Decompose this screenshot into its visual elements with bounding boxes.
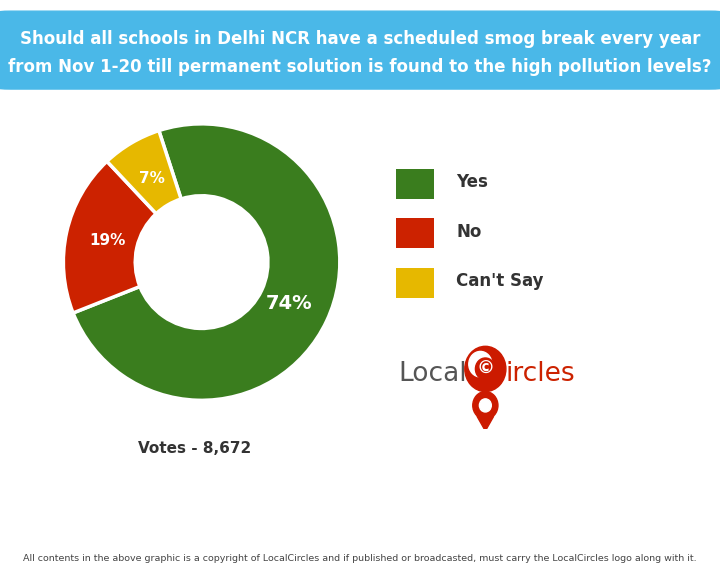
Text: No: No	[456, 223, 482, 241]
Text: 74% parents of Delhi NCR want a scheduled Smog Break: 74% parents of Delhi NCR want a schedule…	[83, 452, 637, 471]
FancyBboxPatch shape	[396, 218, 434, 248]
Text: from Nov 1-20 till permanent solution is found to the high pollution levels?: from Nov 1-20 till permanent solution is…	[8, 58, 712, 75]
Text: Votes - 8,672: Votes - 8,672	[138, 441, 251, 456]
Text: All contents in the above graphic is a copyright of LocalCircles and if publishe: All contents in the above graphic is a c…	[23, 554, 697, 563]
Circle shape	[480, 399, 491, 412]
Text: ircles: ircles	[505, 361, 575, 388]
Circle shape	[465, 346, 506, 392]
Circle shape	[469, 351, 492, 377]
FancyBboxPatch shape	[396, 268, 434, 298]
Polygon shape	[477, 416, 494, 431]
Text: Yes: Yes	[456, 173, 488, 191]
Circle shape	[475, 358, 495, 380]
Text: Can't Say: Can't Say	[456, 272, 544, 290]
FancyBboxPatch shape	[0, 11, 720, 89]
Text: (Parents ok with the same number of day being deducted from winter, summer & spr: (Parents ok with the same number of day …	[78, 513, 642, 526]
Text: 74%: 74%	[266, 294, 312, 313]
Text: 19%: 19%	[89, 233, 125, 248]
Text: from Nov 1-20 every year: from Nov 1-20 every year	[235, 478, 485, 496]
Text: ©: ©	[477, 360, 495, 378]
Text: Should all schools in Delhi NCR have a scheduled smog break every year: Should all schools in Delhi NCR have a s…	[19, 30, 701, 48]
Text: Local: Local	[398, 361, 467, 388]
Circle shape	[473, 392, 498, 419]
Text: 7%: 7%	[140, 171, 166, 186]
Wedge shape	[107, 131, 181, 214]
Wedge shape	[73, 124, 340, 400]
Ellipse shape	[478, 430, 492, 434]
Wedge shape	[63, 161, 156, 313]
FancyBboxPatch shape	[396, 169, 434, 199]
